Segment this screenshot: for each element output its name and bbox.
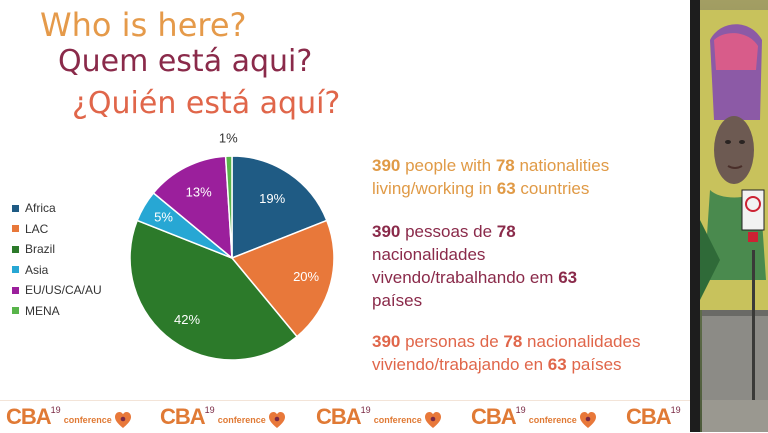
conference-logo: CBA19conference bbox=[6, 404, 131, 430]
conference-logo: CBA19conference bbox=[160, 404, 285, 430]
title-english: Who is here? bbox=[40, 6, 247, 44]
legend-label: Asia bbox=[25, 262, 49, 277]
slide: Who is here? Quem está aqui? ¿Quién está… bbox=[0, 6, 690, 433]
stats-english: 390 people with 78 nationalities living/… bbox=[372, 154, 609, 200]
logo-edition: 19 bbox=[515, 405, 526, 415]
logo-edition: 19 bbox=[50, 405, 61, 415]
legend-item: Africa bbox=[12, 198, 102, 219]
stats-text: living/working in bbox=[372, 179, 497, 198]
pie-data-label: 19% bbox=[259, 191, 285, 206]
country-count: 63 bbox=[496, 179, 516, 198]
stats-text: viviendo/trabajando en bbox=[372, 355, 548, 374]
pie-slice-brazil bbox=[129, 219, 299, 361]
pie-slice-africa bbox=[231, 155, 328, 260]
stats-text: countries bbox=[515, 179, 590, 198]
stats-text: personas de bbox=[400, 332, 504, 351]
legend-swatch bbox=[12, 307, 19, 315]
legend-item: Brazil bbox=[12, 239, 102, 260]
legend-item: Asia bbox=[12, 260, 102, 281]
nationality-count: 78 bbox=[495, 156, 515, 175]
logo-brand: CBA bbox=[626, 404, 672, 429]
stats-text: pessoas de bbox=[400, 222, 497, 241]
country-count: 63 bbox=[547, 355, 567, 374]
legend-swatch bbox=[12, 225, 19, 233]
conference-logo: CBA19conference bbox=[471, 404, 596, 430]
logo-brand: CBA bbox=[6, 404, 52, 429]
pie-data-label: 20% bbox=[293, 269, 319, 284]
logo-conference: conference bbox=[528, 414, 577, 425]
stats-spanish: 390 personas de 78 nacionalidades vivien… bbox=[372, 330, 640, 376]
people-count: 390 bbox=[372, 332, 401, 351]
logo-brand: CBA bbox=[316, 404, 362, 429]
legend-swatch bbox=[12, 245, 19, 253]
legend-swatch bbox=[12, 266, 19, 274]
logo-brand: CBA bbox=[160, 404, 206, 429]
legend-item: LAC bbox=[12, 219, 102, 240]
legend-item: EU/US/CA/AU bbox=[12, 280, 102, 301]
logo-edition: 19 bbox=[670, 405, 681, 415]
stats-text: países bbox=[372, 291, 423, 310]
stats-text: people with bbox=[400, 156, 496, 175]
mural-image bbox=[690, 0, 768, 432]
stats-text: países bbox=[566, 355, 622, 374]
conference-logo: CBA19conference bbox=[316, 404, 441, 430]
legend-label: EU/US/CA/AU bbox=[25, 283, 102, 298]
chart-legend: Africa LAC Brazil Asia EU/US/CA/AU MENA bbox=[12, 198, 102, 321]
legend-label: Brazil bbox=[25, 242, 56, 257]
logo-edition: 19 bbox=[204, 405, 215, 415]
logo-conference: conference bbox=[63, 414, 112, 425]
nationality-count: 78 bbox=[496, 222, 516, 241]
pie-data-label: 1% bbox=[219, 131, 238, 146]
heart-icon bbox=[268, 411, 285, 428]
footer-banner: CBA19conference CBA19conference CBA19con… bbox=[0, 400, 690, 433]
legend-label: LAC bbox=[25, 221, 49, 236]
heart-icon bbox=[579, 411, 596, 428]
title-spanish: ¿Quién está aquí? bbox=[72, 86, 341, 121]
title-portuguese: Quem está aqui? bbox=[58, 44, 313, 79]
pie-data-label: 42% bbox=[174, 312, 200, 327]
stats-text: vivendo/trabalhando em bbox=[372, 268, 559, 287]
logo-brand: CBA bbox=[471, 404, 517, 429]
pie-slice-mena bbox=[224, 155, 233, 259]
legend-item: MENA bbox=[12, 301, 102, 322]
logo-edition: 19 bbox=[360, 405, 371, 415]
country-count: 63 bbox=[558, 268, 578, 287]
people-count: 390 bbox=[372, 222, 401, 241]
stats-text: nacionalidades bbox=[372, 245, 486, 264]
logo-conference: conference bbox=[373, 414, 422, 425]
heart-icon bbox=[114, 411, 131, 428]
pie-data-label: 13% bbox=[186, 185, 212, 200]
legend-label: MENA bbox=[25, 303, 60, 318]
mural-photo bbox=[690, 0, 768, 432]
pie-data-label: 5% bbox=[154, 210, 173, 225]
stats-text: nacionalidades bbox=[522, 332, 641, 351]
pie-slice-asia bbox=[136, 191, 233, 259]
legend-label: Africa bbox=[25, 201, 56, 216]
people-count: 390 bbox=[372, 156, 401, 175]
stats-text: nationalities bbox=[514, 156, 610, 175]
legend-swatch bbox=[12, 286, 19, 294]
pie-slice-lac bbox=[230, 219, 335, 338]
logo-conference: conference bbox=[217, 414, 266, 425]
legend-swatch bbox=[12, 204, 19, 212]
nationality-count: 78 bbox=[503, 332, 523, 351]
stats-portuguese: 390 pessoas de 78 nacionalidades vivendo… bbox=[372, 220, 672, 312]
conference-logo: CBA19 bbox=[626, 404, 681, 430]
heart-icon bbox=[424, 411, 441, 428]
pie-slice-eu-us-ca-au bbox=[152, 155, 233, 260]
